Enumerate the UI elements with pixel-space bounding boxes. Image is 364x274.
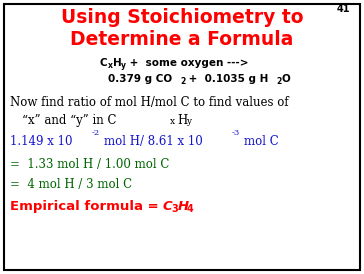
Text: -2: -2 xyxy=(92,129,100,137)
Text: Now find ratio of mol H/mol C to find values of: Now find ratio of mol H/mol C to find va… xyxy=(10,96,289,109)
Text: =  1.33 mol H / 1.00 mol C: = 1.33 mol H / 1.00 mol C xyxy=(10,158,169,171)
Text: x: x xyxy=(170,117,175,126)
Text: +  0.1035 g H: + 0.1035 g H xyxy=(185,74,268,84)
Text: Using Stoichiometry to: Using Stoichiometry to xyxy=(61,8,303,27)
Text: y: y xyxy=(186,117,191,126)
Text: +  some oxygen --->: + some oxygen ---> xyxy=(126,58,249,68)
Text: =  4 mol H / 3 mol C: = 4 mol H / 3 mol C xyxy=(10,178,132,191)
Text: -3: -3 xyxy=(232,129,240,137)
Text: H: H xyxy=(178,200,189,213)
Text: C: C xyxy=(100,58,108,68)
Text: mol C: mol C xyxy=(244,135,279,148)
Text: C: C xyxy=(163,200,173,213)
Text: Empirical formula =: Empirical formula = xyxy=(10,200,163,213)
Text: 0.379 g CO: 0.379 g CO xyxy=(108,74,172,84)
Text: 2: 2 xyxy=(180,77,185,86)
Text: 4: 4 xyxy=(187,204,194,214)
Text: Determine a Formula: Determine a Formula xyxy=(70,30,294,49)
Text: 2: 2 xyxy=(276,77,281,86)
Text: 41: 41 xyxy=(336,4,350,14)
Text: O: O xyxy=(281,74,290,84)
Text: 3: 3 xyxy=(171,204,178,214)
Text: H: H xyxy=(113,58,122,68)
Text: “x” and “y” in C: “x” and “y” in C xyxy=(22,114,116,127)
Text: y: y xyxy=(121,61,126,70)
Text: x: x xyxy=(107,61,112,70)
Text: mol H/ 8.61 x 10: mol H/ 8.61 x 10 xyxy=(104,135,203,148)
Text: 1.149 x 10: 1.149 x 10 xyxy=(10,135,72,148)
Text: H: H xyxy=(177,114,187,127)
